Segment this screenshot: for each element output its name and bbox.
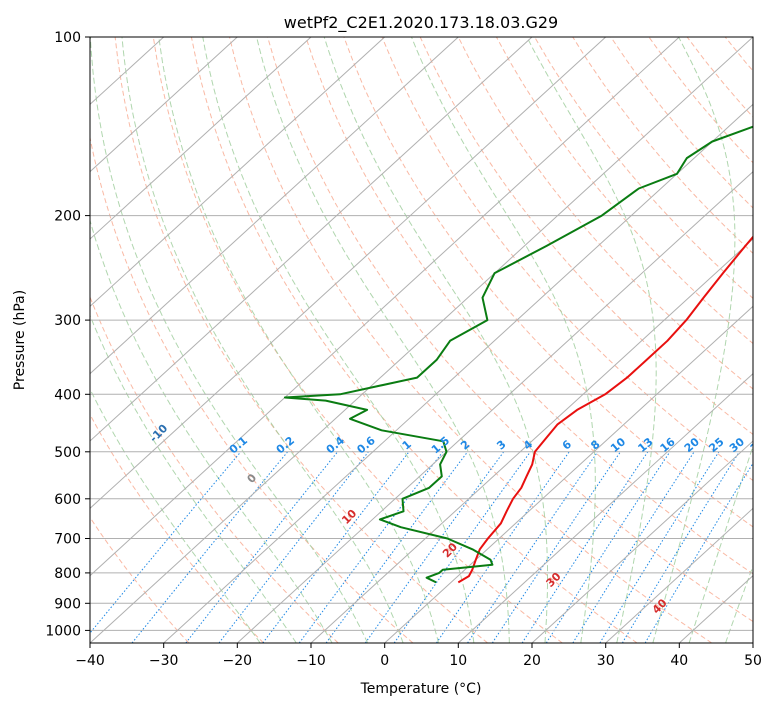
y-tick-label: 100: [54, 30, 81, 46]
y-tick-label: 800: [54, 566, 81, 582]
mixing-ratio-line: [218, 451, 369, 643]
mixing-ratio-line: [644, 462, 753, 643]
mixing-ratio-line: [599, 451, 720, 643]
dry-adiabat: [229, 37, 712, 643]
mixing-ratio-line: [298, 451, 444, 643]
dry-adiabat: [305, 37, 753, 575]
moist-adiabat: [90, 314, 297, 643]
isotherm-gridline: [310, 238, 753, 643]
moist-adiabat: [688, 444, 753, 643]
dry-adiabat: [267, 37, 753, 623]
isotherm-gridline: [90, 37, 607, 510]
x-tick-label: 10: [449, 653, 467, 669]
mixing-ratio-label: 36: [748, 435, 768, 455]
moist-adiabats: [90, 37, 753, 643]
y-tick-label: 300: [54, 313, 81, 329]
x-tick-label: −10: [296, 653, 326, 669]
y-axis-label: Pressure (hPa): [12, 290, 28, 390]
sounding-series: [283, 125, 753, 584]
moist-adiabat: [158, 37, 439, 643]
y-axis-ticks: 100 200 300 400 500 600 700 800 900 1000: [45, 30, 90, 639]
x-tick-label: 40: [670, 653, 688, 669]
y-tick-label: 1000: [45, 623, 81, 639]
dry-adiabat: [190, 37, 638, 643]
moist-adiabat: [121, 37, 404, 643]
isotherm-gridline: [531, 440, 753, 643]
dry-adiabat: [419, 37, 753, 436]
x-tick-label: 20: [523, 653, 541, 669]
x-tick-label: −30: [149, 653, 179, 669]
pressure-gridlines: [90, 37, 753, 631]
x-axis-label: Temperature (°C): [360, 681, 482, 697]
isotherm-gridline: [90, 37, 386, 308]
isotherm-gridline: [90, 37, 680, 577]
y-tick-label: 500: [54, 445, 81, 461]
y-tick-label: 200: [54, 209, 81, 225]
dry-adiabat: [90, 413, 264, 643]
x-tick-label: 0: [380, 653, 389, 669]
x-tick-label: 30: [597, 653, 615, 669]
dry-adiabat: [152, 37, 563, 643]
moist-adiabat: [90, 388, 261, 643]
mixing-ratio-line: [545, 451, 671, 643]
x-tick-label: −40: [75, 653, 105, 669]
y-tick-label: 400: [54, 387, 81, 403]
isotherm-gridline: [752, 642, 753, 643]
x-tick-label: 50: [744, 653, 762, 669]
temperature-profile: [457, 235, 753, 584]
skewed-isotherm-gridlines: [90, 37, 753, 643]
y-tick-label: 900: [54, 596, 81, 612]
y-tick-label: 700: [54, 532, 81, 548]
dewpoint-profile: [283, 125, 753, 584]
isotherm-gridline: [90, 37, 238, 173]
isotherm-gridline: [457, 372, 753, 643]
mixing-ratio-line: [262, 451, 410, 643]
moist-adiabat: [323, 37, 548, 643]
mixing-ratio-line: [325, 451, 468, 643]
moist-adiabat: [90, 37, 369, 643]
y-tick-label: 600: [54, 492, 81, 508]
isotherm-gridline: [90, 37, 753, 643]
moist-adiabat: [526, 37, 657, 643]
moist-adiabat: [202, 37, 475, 643]
mixing-ratio-line: [90, 451, 242, 634]
mixing-ratio-line: [467, 451, 599, 643]
isotherm-gridline: [236, 170, 753, 643]
x-axis-ticks: −40 −30 −20 −10 0 10 20 30 40 50: [75, 643, 762, 669]
mixing-ratio-line: [621, 451, 740, 643]
isotherm-gridline: [90, 37, 459, 375]
plot-area: 0.10.20.40.611.52346810131620253036-100-…: [90, 37, 775, 643]
dry-adiabat: [457, 37, 753, 390]
isotherm-gridline: [90, 37, 312, 240]
moist-adiabat: [652, 37, 736, 643]
dry-adiabat: [114, 37, 488, 643]
mixing-ratio-line: [491, 451, 621, 643]
dry-adiabat: [343, 37, 753, 528]
isotherm-gridline: [605, 507, 753, 643]
plot-frame: [89, 36, 754, 644]
mixing-ratio-line: [364, 451, 505, 643]
dry-adiabat: [763, 37, 775, 643]
dry-adiabat: [381, 37, 753, 482]
x-tick-label: −20: [223, 653, 253, 669]
isotherm-gridline: [90, 37, 533, 442]
isotherm-gridline: [163, 103, 753, 643]
moist-adiabat: [90, 218, 333, 643]
moist-adiabat: [256, 37, 510, 643]
dry-adiabat: [534, 37, 753, 299]
chart-title: wetPf2_C2E1.2020.173.18.03.G29: [284, 13, 558, 33]
mixing-ratio-line: [572, 451, 695, 643]
isotherm-gridline: [384, 305, 753, 643]
